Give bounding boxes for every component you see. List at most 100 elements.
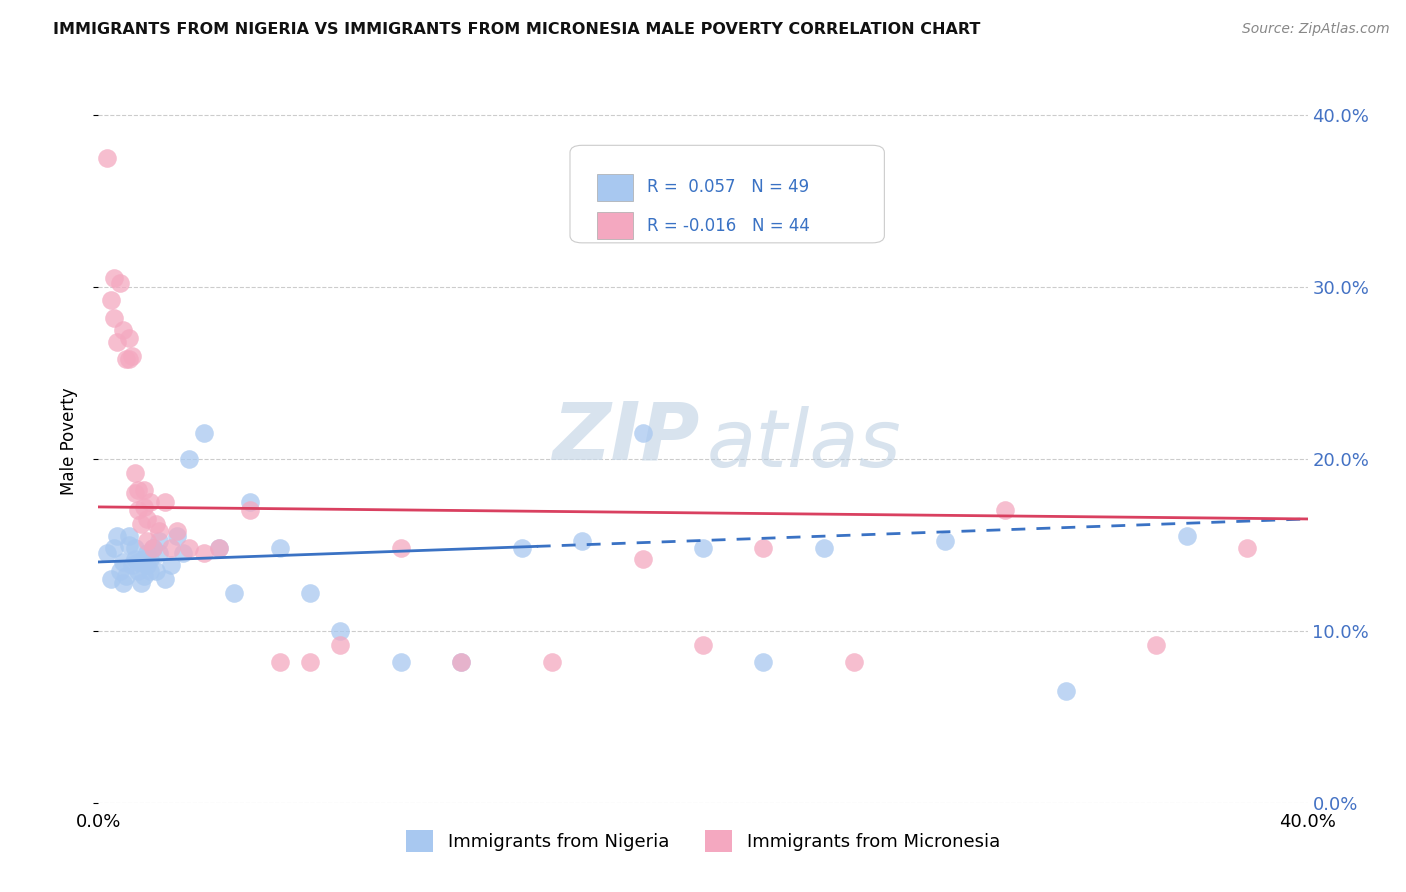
Point <box>193 546 215 560</box>
Point <box>124 541 146 556</box>
Point <box>118 331 141 345</box>
Point <box>127 555 149 569</box>
Point <box>135 546 157 560</box>
Point <box>813 541 835 556</box>
Point <box>103 541 125 556</box>
Point <box>127 483 149 497</box>
Y-axis label: Male Poverty: Male Poverty <box>59 388 77 495</box>
Point <box>692 541 714 556</box>
Point <box>752 541 775 556</box>
Point <box>145 517 167 532</box>
Point <box>844 655 866 669</box>
Point <box>631 425 654 440</box>
Point <box>329 638 352 652</box>
Point <box>132 568 155 582</box>
Point <box>166 529 188 543</box>
Point <box>111 323 134 337</box>
Point <box>135 512 157 526</box>
Point <box>166 524 188 538</box>
Point <box>118 538 141 552</box>
Point <box>1175 529 1198 543</box>
Point <box>160 558 183 573</box>
Point <box>129 575 152 590</box>
Point <box>148 524 170 538</box>
Point <box>132 483 155 497</box>
Text: Source: ZipAtlas.com: Source: ZipAtlas.com <box>1241 22 1389 37</box>
Point <box>239 503 262 517</box>
Text: IMMIGRANTS FROM NIGERIA VS IMMIGRANTS FROM MICRONESIA MALE POVERTY CORRELATION C: IMMIGRANTS FROM NIGERIA VS IMMIGRANTS FR… <box>53 22 981 37</box>
FancyBboxPatch shape <box>569 145 884 243</box>
Point <box>118 351 141 366</box>
Point <box>124 551 146 566</box>
FancyBboxPatch shape <box>596 174 633 202</box>
Point <box>179 541 201 556</box>
Text: atlas: atlas <box>707 406 901 484</box>
Point <box>127 564 149 578</box>
Point <box>100 293 122 308</box>
Point <box>450 655 472 669</box>
Point <box>934 534 956 549</box>
Point <box>540 655 562 669</box>
Point <box>269 541 291 556</box>
Point <box>124 466 146 480</box>
Point <box>139 494 162 508</box>
Point <box>994 503 1017 517</box>
Point <box>111 575 134 590</box>
Point <box>114 568 136 582</box>
Point <box>108 277 131 291</box>
Point <box>1236 541 1258 556</box>
Point <box>172 546 194 560</box>
Point <box>631 551 654 566</box>
Point <box>299 586 322 600</box>
Point <box>148 534 170 549</box>
Point <box>96 546 118 560</box>
Point <box>121 558 143 573</box>
Point <box>692 638 714 652</box>
Point <box>105 334 128 349</box>
Point <box>135 558 157 573</box>
Point <box>510 541 533 556</box>
Text: R =  0.057   N = 49: R = 0.057 N = 49 <box>647 178 810 196</box>
Point <box>132 500 155 514</box>
Point <box>208 541 231 556</box>
Point <box>114 351 136 366</box>
Point <box>103 271 125 285</box>
Point <box>239 494 262 508</box>
Point <box>224 586 246 600</box>
Point <box>111 555 134 569</box>
Text: ZIP: ZIP <box>553 399 699 477</box>
Point <box>160 541 183 556</box>
Point <box>299 655 322 669</box>
Point <box>142 541 165 556</box>
Point <box>100 572 122 586</box>
Point <box>118 529 141 543</box>
Point <box>139 551 162 566</box>
Point <box>139 564 162 578</box>
Point <box>1054 684 1077 698</box>
Point <box>1144 638 1167 652</box>
Point <box>153 572 176 586</box>
Point <box>389 541 412 556</box>
FancyBboxPatch shape <box>596 212 633 239</box>
Point <box>389 655 412 669</box>
Point <box>752 655 775 669</box>
Point <box>153 494 176 508</box>
Point <box>269 655 291 669</box>
Point <box>179 451 201 466</box>
Point <box>329 624 352 638</box>
Point <box>450 655 472 669</box>
Point <box>132 551 155 566</box>
Point <box>208 541 231 556</box>
Point <box>103 310 125 325</box>
Point <box>148 546 170 560</box>
Legend: Immigrants from Nigeria, Immigrants from Micronesia: Immigrants from Nigeria, Immigrants from… <box>399 822 1007 859</box>
Point <box>135 534 157 549</box>
Point <box>127 503 149 517</box>
Point <box>105 529 128 543</box>
Point <box>145 564 167 578</box>
Text: R = -0.016   N = 44: R = -0.016 N = 44 <box>647 217 810 235</box>
Point <box>142 541 165 556</box>
Point <box>129 517 152 532</box>
Point <box>108 564 131 578</box>
Point <box>571 534 593 549</box>
